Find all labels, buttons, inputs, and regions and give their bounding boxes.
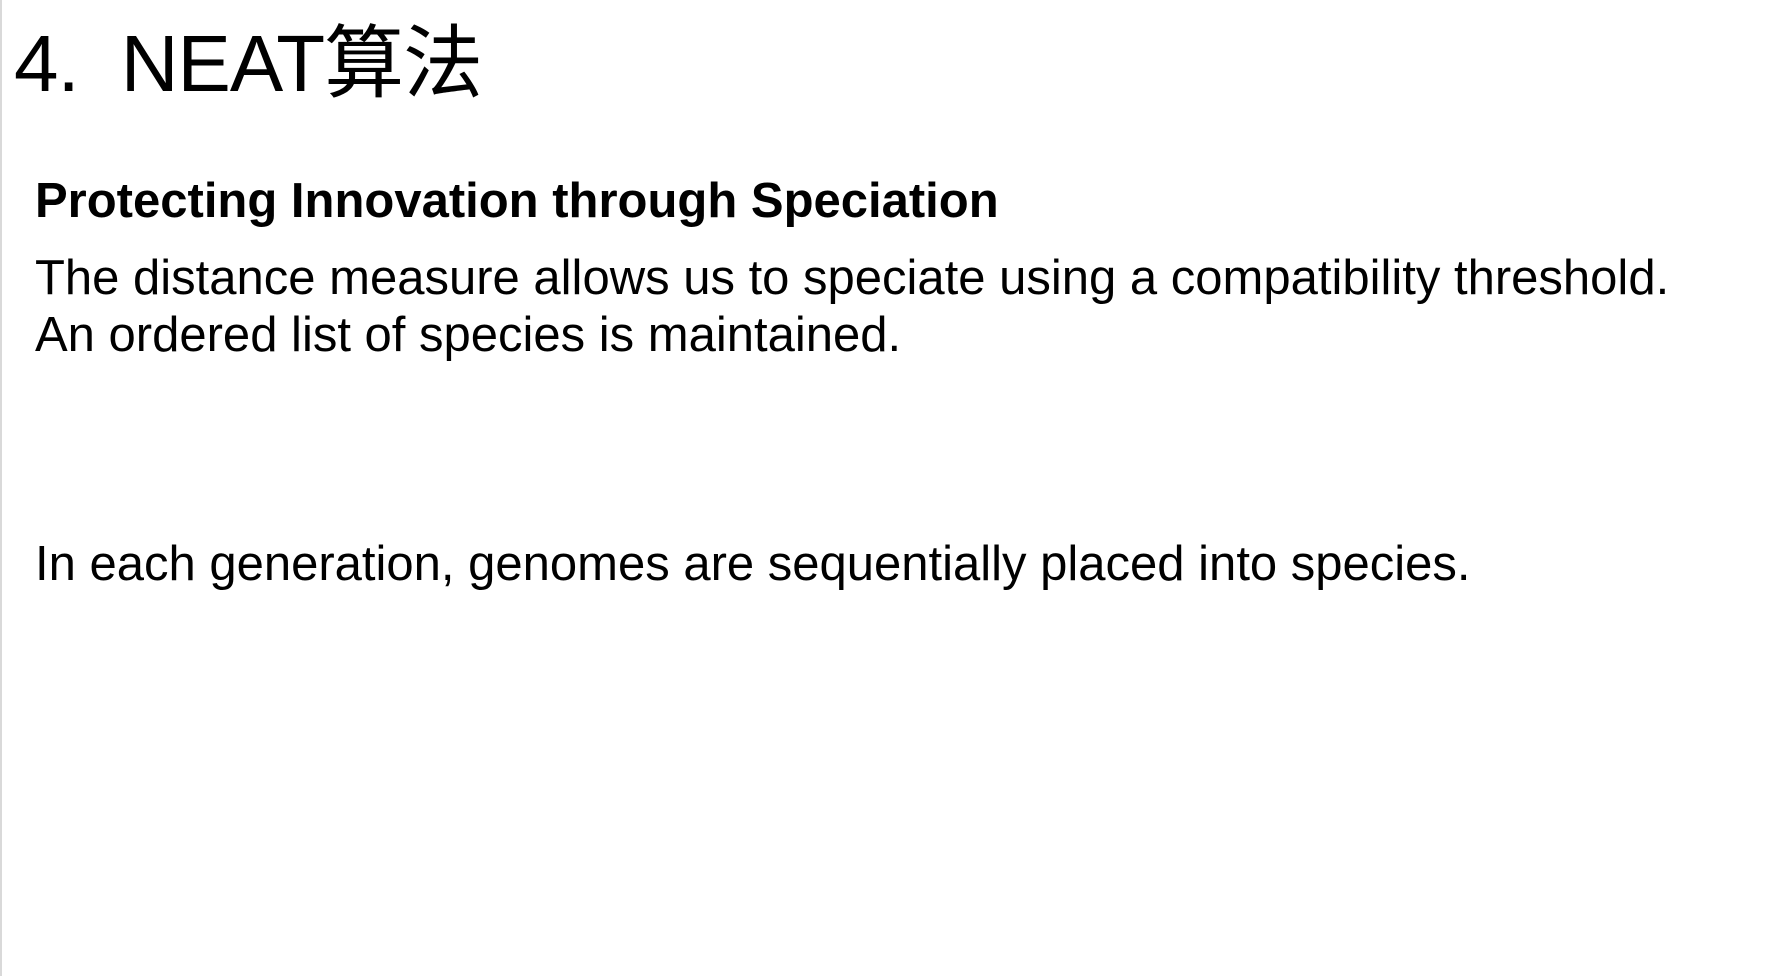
slide-title-text: NEAT算法 [120, 19, 483, 108]
slide-title: 4. NEAT算法 [14, 18, 483, 110]
section-heading: Protecting Innovation through Speciation [35, 174, 999, 228]
slide-title-number: 4. [14, 19, 80, 108]
paragraph-line: An ordered list of species is maintained… [35, 308, 902, 362]
paragraph-generation: In each generation, genomes are sequenti… [35, 537, 1471, 591]
slide-left-border [0, 0, 2, 976]
paragraph-line: The distance measure allows us to specia… [35, 251, 1670, 305]
paragraph-speciation: The distance measure allows us to specia… [35, 250, 1669, 364]
